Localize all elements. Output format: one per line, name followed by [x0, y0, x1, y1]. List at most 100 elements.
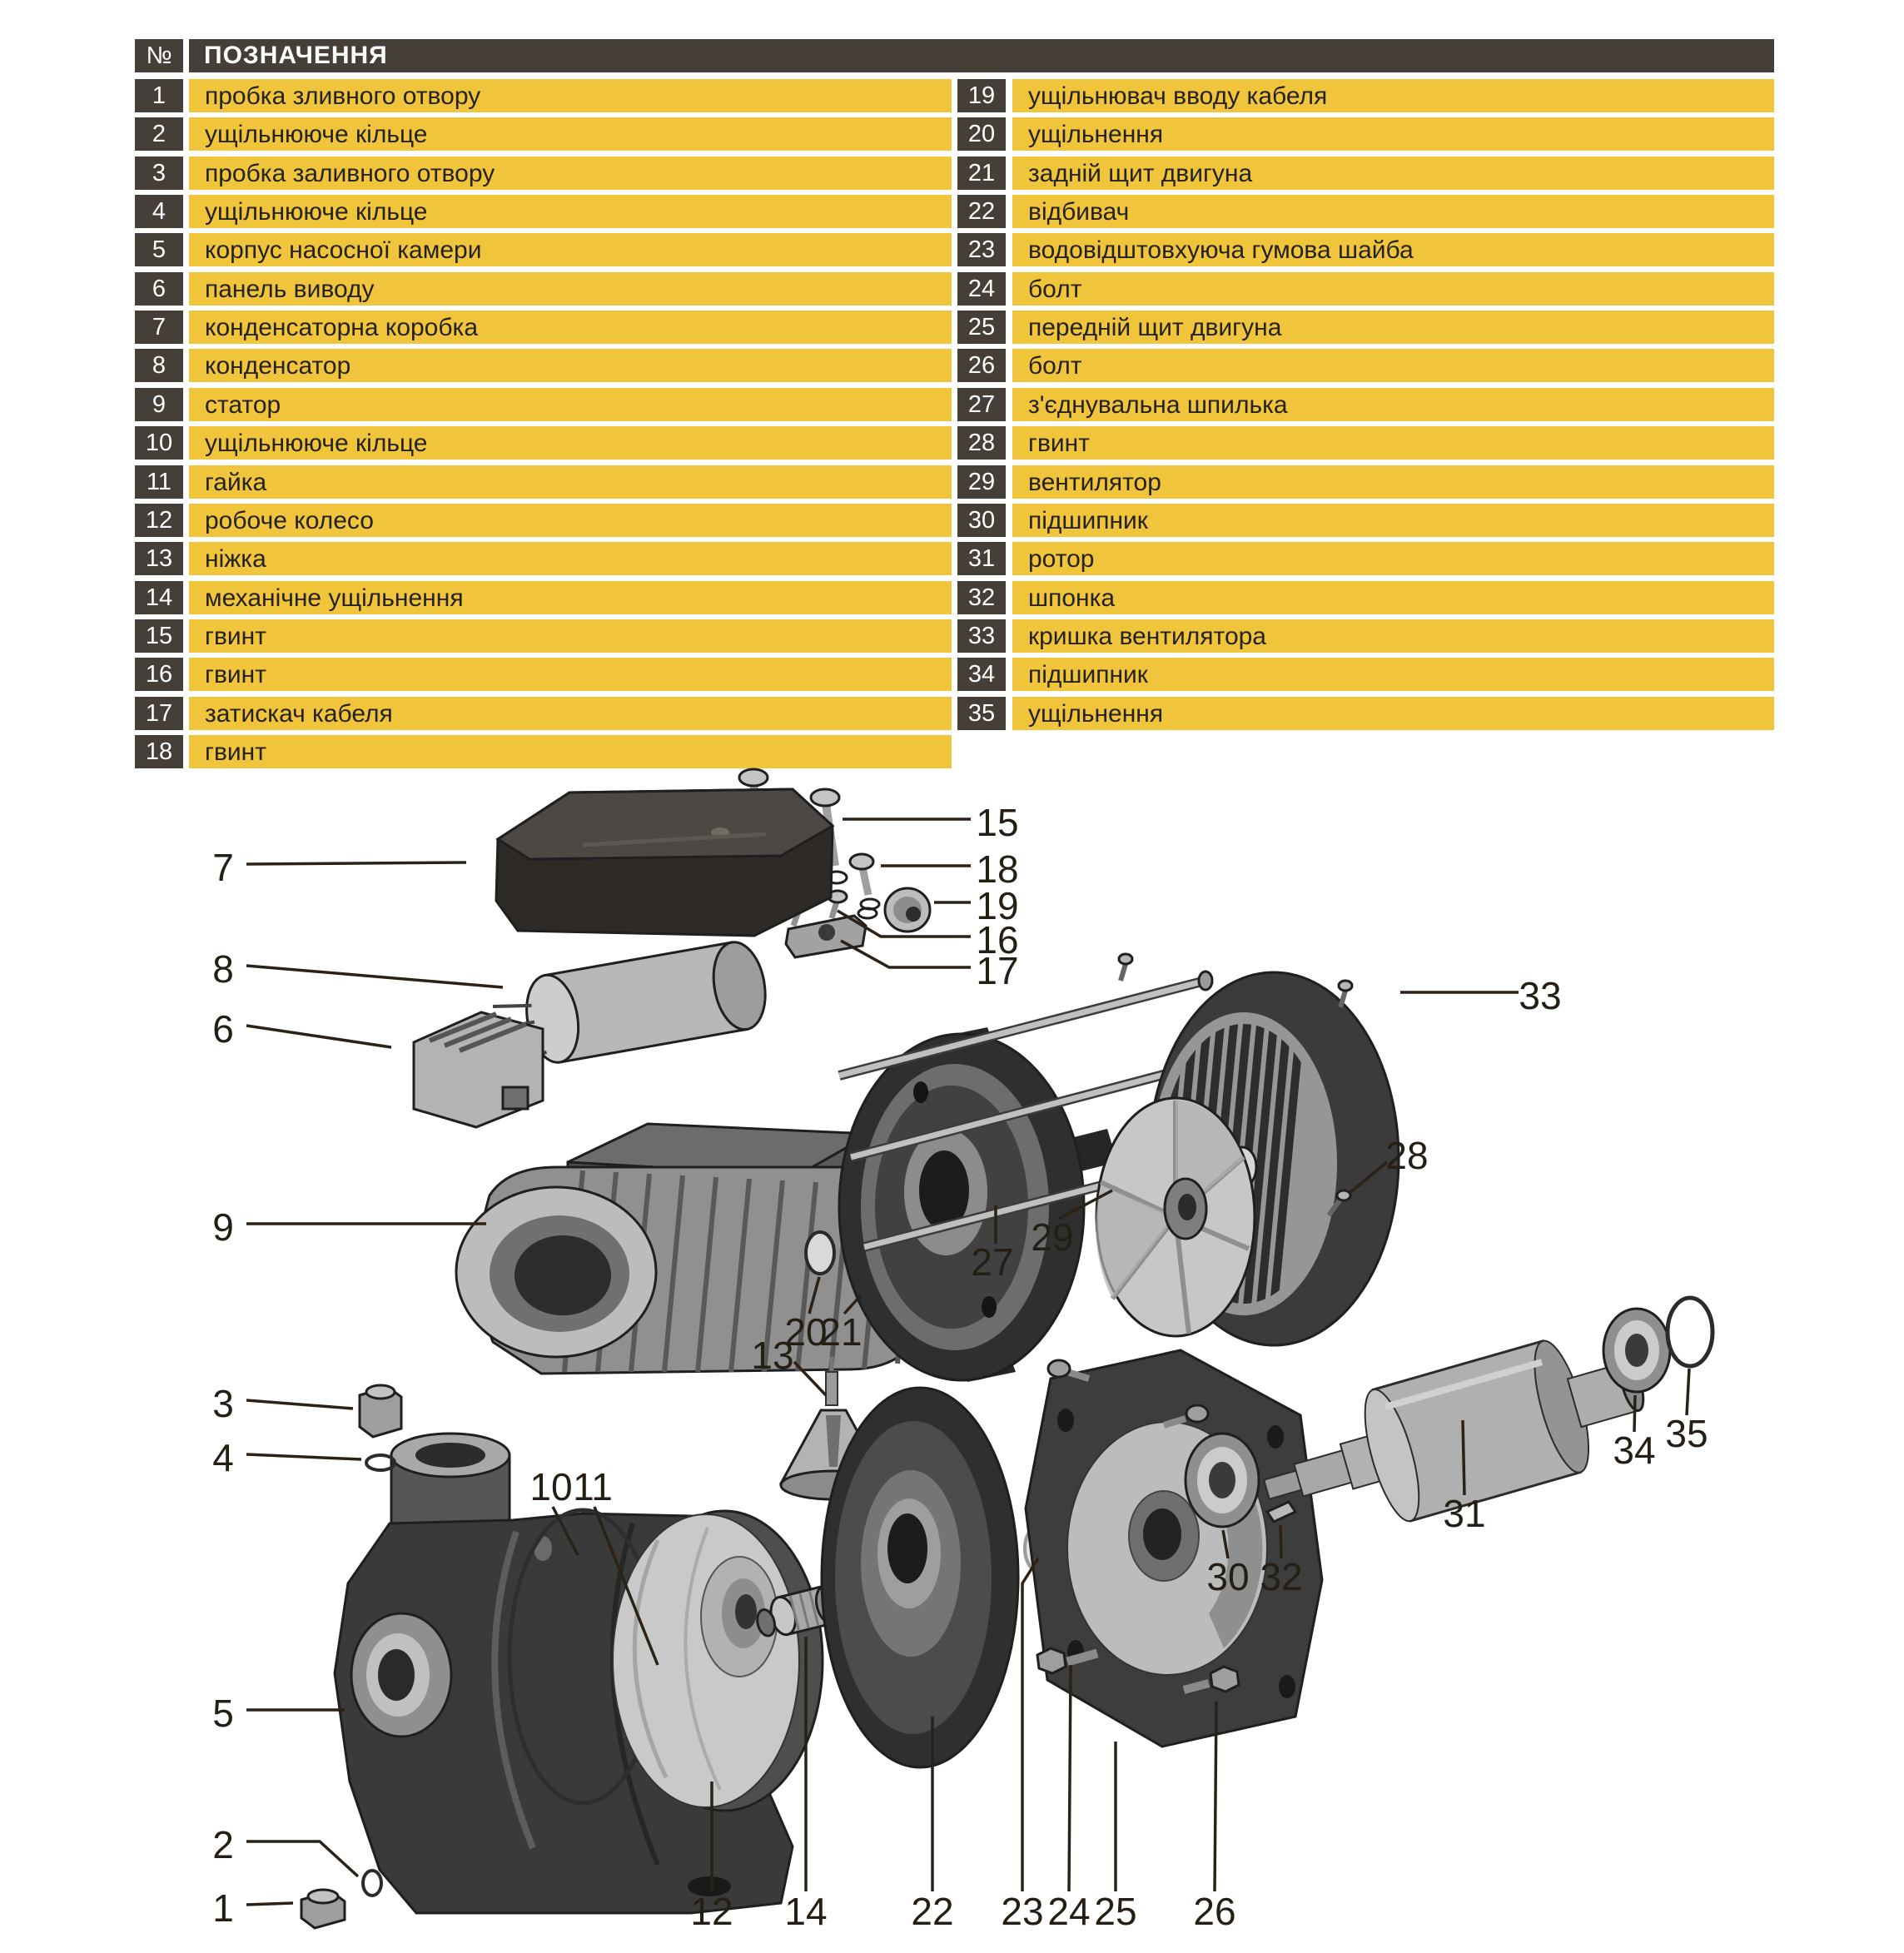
row-number: 28	[957, 426, 1006, 460]
callout-number-23: 23	[1001, 1890, 1043, 1933]
table-header-number-cell: №	[135, 39, 183, 72]
row-number: 34	[957, 658, 1006, 692]
row-number: 4	[135, 195, 183, 229]
row-number: 10	[135, 426, 183, 460]
callout-number-27: 27	[971, 1240, 1013, 1284]
terminal-panel	[412, 1011, 544, 1129]
row-label: гвинт	[189, 734, 952, 768]
row-label: конденсаторна коробка	[189, 311, 952, 345]
callout-line-2	[246, 1840, 360, 1878]
callout-number-13: 13	[751, 1334, 793, 1377]
row-number: 6	[135, 271, 183, 306]
row-number: 23	[957, 233, 1006, 267]
table-row: 35 ущільнення	[957, 696, 1774, 730]
row-label: водовідштовхуюча гумова шайба	[1012, 233, 1774, 267]
callout-number-3: 3	[212, 1382, 234, 1425]
callout-line-20	[808, 1276, 821, 1314]
row-number: 33	[957, 619, 1006, 653]
row-label: ущільнювач вводу кабеля	[1012, 79, 1774, 112]
callout-line-10	[551, 1506, 579, 1556]
row-label: болт	[1012, 349, 1774, 383]
row-number: 31	[957, 542, 1006, 576]
capacitor	[491, 941, 767, 1066]
row-label: статор	[189, 387, 952, 421]
row-label: пробка зливного отвору	[189, 79, 952, 112]
table-row: 8 конденсатор	[135, 349, 952, 383]
table-row: 28 гвинт	[957, 426, 1774, 460]
table-row: 3 пробка заливного отвору	[135, 156, 952, 190]
row-label: ротор	[1012, 542, 1774, 576]
table-row: 6 панель виводу	[135, 271, 952, 306]
callout-number-16: 16	[976, 918, 1018, 962]
row-label: болт	[1012, 271, 1774, 306]
row-number: 17	[135, 696, 183, 730]
table-row: 18 гвинт	[135, 734, 952, 768]
table-row: 24 болт	[957, 271, 1774, 306]
row-label: корпус насосної камери	[189, 233, 952, 267]
cable-clamp-17	[784, 914, 867, 959]
row-number: 32	[957, 580, 1006, 614]
row-label: ущільнююче кільце	[189, 195, 952, 229]
row-label: гвинт	[1012, 426, 1774, 460]
callout-number-30: 30	[1206, 1555, 1249, 1598]
row-label: задній щит двигуна	[1012, 156, 1774, 190]
table-row: 11 гайка	[135, 465, 952, 499]
callout-number-19: 19	[976, 884, 1018, 927]
callout-line-29	[1058, 1189, 1113, 1220]
callout-line-34	[1633, 1394, 1637, 1433]
table-row: 5 корпус насосної камери	[135, 233, 952, 267]
callout-number-9: 9	[212, 1205, 234, 1249]
table-row: 23 водовідштовхуюча гумова шайба	[957, 233, 1774, 267]
capacitor-box-cover	[495, 788, 835, 937]
cable-gland-19	[883, 887, 932, 933]
table-row: 27 з'єднувальна шпилька	[957, 387, 1774, 421]
row-label: механічне ущільнення	[189, 580, 952, 614]
callout-number-7: 7	[212, 846, 234, 889]
row-label: панель виводу	[189, 271, 952, 306]
callout-line-28	[1347, 1160, 1389, 1195]
rear-motor-shield	[838, 1027, 1117, 1382]
callout-number-32: 32	[1260, 1555, 1302, 1598]
row-label: шпонка	[1012, 580, 1774, 614]
row-number: 3	[135, 156, 183, 190]
table-row: 20 ущільнення	[957, 117, 1774, 152]
row-number: 30	[957, 503, 1006, 537]
row-number: 26	[957, 349, 1006, 383]
fan	[1095, 1096, 1256, 1338]
callout-number-18: 18	[976, 847, 1018, 891]
callout-number-11: 11	[573, 1465, 613, 1508]
callout-line-35	[1685, 1368, 1691, 1416]
callout-line-3	[246, 1399, 354, 1410]
bearing-34	[1602, 1307, 1672, 1394]
parts-table-right-column: 19 ущільнювач вводу кабеля 20 ущільнення 21 з…	[957, 79, 1774, 778]
callout-line-6	[246, 1024, 392, 1049]
table-row: 33 кришка вентилятора	[957, 619, 1774, 653]
row-label: ніжка	[189, 542, 952, 576]
callout-number-4: 4	[212, 1436, 234, 1479]
row-label: ущільнення	[1012, 696, 1774, 730]
callout-number-34: 34	[1613, 1429, 1655, 1472]
o-ring-4	[365, 1454, 396, 1472]
callout-line-8	[246, 964, 504, 989]
row-label: гвинт	[189, 658, 952, 692]
callout-number-6: 6	[212, 1007, 234, 1051]
table-row: 2 ущільнююче кільце	[135, 117, 952, 152]
table-row: 21 задній щит двигуна	[957, 156, 1774, 190]
callout-line-4	[246, 1453, 362, 1461]
table-row: 31 ротор	[957, 542, 1774, 576]
table-row: 22 відбивач	[957, 195, 1774, 229]
table-header-title-cell: ПОЗНАЧЕННЯ	[189, 39, 1774, 72]
row-label: робоче колесо	[189, 503, 952, 537]
callout-number-33: 33	[1519, 974, 1561, 1017]
callout-number-17: 17	[976, 949, 1018, 992]
deflector	[820, 1386, 1020, 1769]
callout-number-29: 29	[1031, 1215, 1073, 1259]
callout-line-24	[1067, 1664, 1072, 1892]
callout-line-31	[1461, 1419, 1466, 1496]
row-label: кришка вентилятора	[1012, 619, 1774, 653]
table-row: 13 ніжка	[135, 542, 952, 576]
callout-number-31: 31	[1443, 1492, 1485, 1535]
table-row: 14 механічне ущільнення	[135, 580, 952, 614]
rotor	[1262, 1339, 1645, 1523]
